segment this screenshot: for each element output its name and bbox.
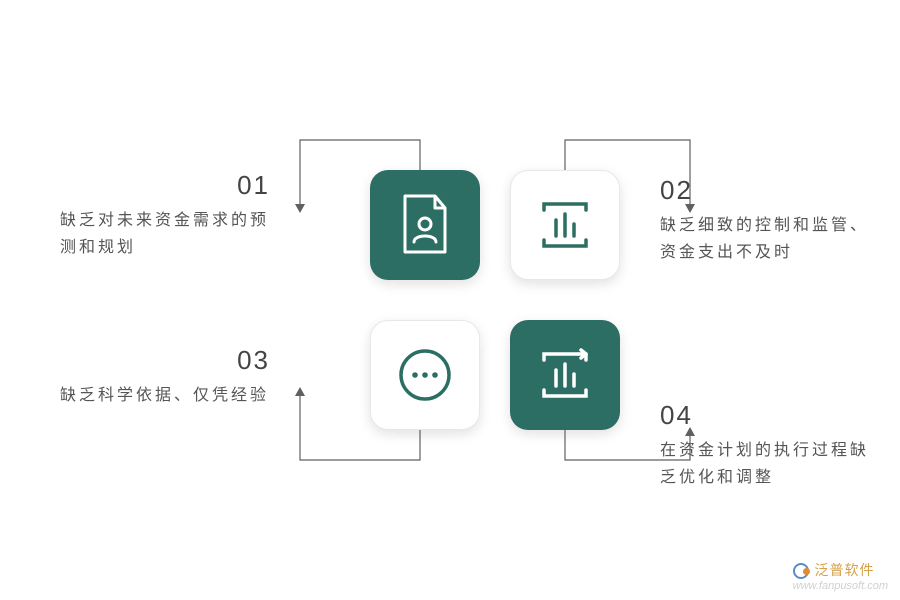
bar-chart-box-icon: [536, 196, 594, 254]
card-02: [510, 170, 620, 280]
desc-04: 在资金计划的执行过程缺乏优化和调整: [660, 437, 880, 491]
dots-circle-icon: [395, 345, 455, 405]
number-04: 04: [660, 400, 880, 431]
card-01: [370, 170, 480, 280]
bar-chart-arrow-icon: [536, 346, 594, 404]
text-block-02: 02 缺乏细致的控制和监管、资金支出不及时: [660, 175, 880, 266]
desc-01: 缺乏对未来资金需求的预测和规划: [60, 207, 280, 261]
card-04: [510, 320, 620, 430]
text-block-04: 04 在资金计划的执行过程缺乏优化和调整: [660, 400, 880, 491]
text-block-01: 01 缺乏对未来资金需求的预测和规划: [60, 170, 280, 261]
desc-03: 缺乏科学依据、仅凭经验: [60, 382, 280, 409]
number-01: 01: [60, 170, 280, 201]
watermark-brand: 泛普软件: [815, 562, 875, 578]
card-03: [370, 320, 480, 430]
text-block-03: 03 缺乏科学依据、仅凭经验: [60, 345, 280, 409]
connector-lines: [0, 0, 900, 600]
number-02: 02: [660, 175, 880, 206]
watermark-url: www.fanpusoft.com: [793, 580, 888, 592]
number-03: 03: [60, 345, 280, 376]
watermark: 泛普软件 www.fanpusoft.com: [793, 560, 888, 592]
document-user-icon: [399, 194, 451, 256]
watermark-logo-icon: [793, 563, 809, 579]
desc-02: 缺乏细致的控制和监管、资金支出不及时: [660, 212, 880, 266]
